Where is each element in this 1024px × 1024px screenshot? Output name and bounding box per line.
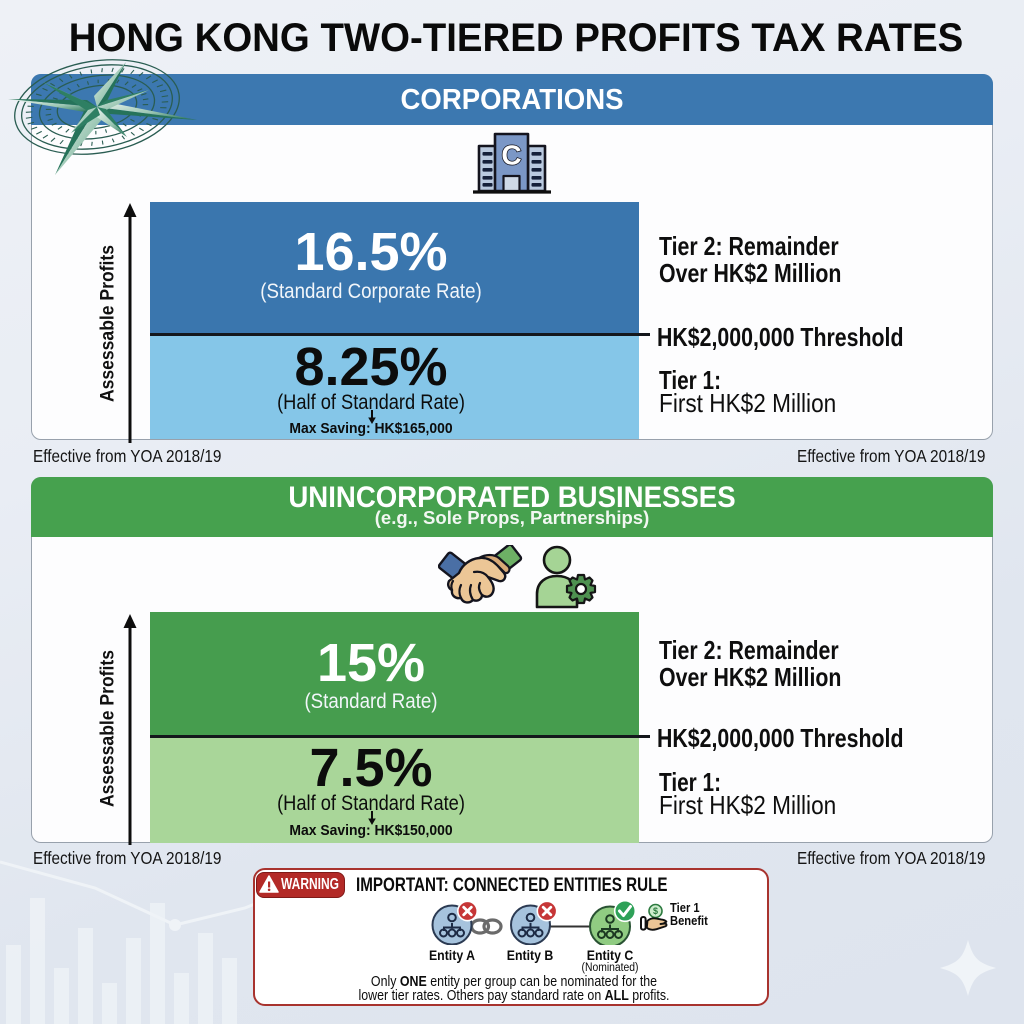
svg-text:$: $	[653, 906, 658, 916]
svg-text:C: C	[501, 140, 521, 171]
